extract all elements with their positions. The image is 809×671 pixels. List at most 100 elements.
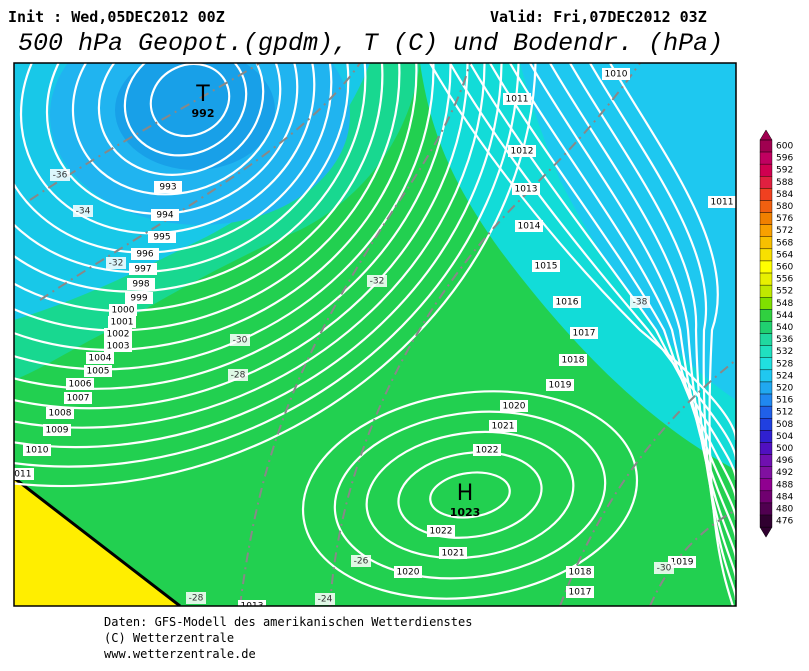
legend-swatch (759, 393, 773, 407)
labels: 1010 1011 1012 1013 1014 1015 1016 1017 1018 1019… (14, 68, 736, 606)
isobar (529, 63, 736, 541)
footer-line: Daten: GFS-Modell des amerikanischen Wet… (104, 615, 472, 629)
isobar-label: 1018 (569, 568, 592, 578)
legend-label: 552 (776, 287, 793, 297)
legend-swatch (759, 490, 773, 504)
isobar-label-box (566, 586, 594, 598)
isobar-label-box (154, 181, 182, 193)
isobar (449, 63, 736, 461)
isobar-label-box (473, 444, 501, 456)
isobar-label-box (14, 468, 34, 480)
isobar-label: 1011 (506, 95, 529, 105)
isobar-label-box (66, 378, 94, 390)
isobar (429, 471, 511, 519)
valid-time: Valid: Fri,07DEC2012 03Z (490, 8, 707, 26)
legend-label: 476 (776, 517, 793, 527)
isobar-label: 1016 (556, 298, 579, 308)
legend-swatch (759, 236, 773, 250)
isobar (14, 63, 384, 313)
isobar-label: 1022 (476, 446, 499, 456)
legend-label: 576 (776, 214, 793, 224)
isobar-label-box (104, 328, 132, 340)
isobar-label: 1003 (107, 342, 130, 352)
pressure-center-value: 992 (192, 107, 215, 120)
isobar-label: 998 (132, 280, 149, 290)
temp-label: -32 (109, 259, 124, 269)
legend-label: 500 (776, 444, 793, 454)
isobar-label: 1010 (26, 446, 49, 456)
temp-label: -36 (53, 171, 68, 181)
legend-label: 584 (776, 190, 793, 200)
isobar (569, 63, 736, 581)
field-darkblue (115, 63, 275, 170)
isobar-label-box (108, 316, 136, 328)
footer-line: (C) Wetterzentrale (104, 631, 234, 645)
pressure-center-value: 1023 (450, 506, 481, 519)
isobar (365, 430, 575, 560)
legend-swatch (759, 418, 773, 431)
isotherms (29, 63, 736, 606)
legend-label: 524 (776, 371, 793, 381)
isobar-label-box (64, 392, 92, 404)
legend-swatch (759, 466, 773, 479)
isobar (489, 63, 736, 501)
isobar (14, 63, 418, 351)
isobar-label-box (43, 424, 71, 436)
isobar-label: 1014 (518, 222, 541, 232)
legend-label: 596 (776, 154, 793, 164)
temp-label-box (73, 205, 93, 217)
legend-swatch (759, 381, 773, 395)
legend-swatch (759, 442, 773, 455)
temp-label: -38 (633, 298, 648, 308)
legend-label: 600 (776, 142, 793, 152)
legend-cap (759, 129, 773, 141)
isobar-label: 1019 (671, 558, 694, 568)
legend-label: 556 (776, 275, 793, 285)
legend-swatch (759, 478, 773, 492)
isobar-label-box (500, 400, 528, 412)
legend-swatch (759, 333, 773, 346)
temp-label: -32 (370, 277, 385, 287)
isobar-label-box (131, 248, 159, 260)
map-title: 500 hPa Geopot.(gpdm), T (C) und Bodendr… (18, 29, 723, 58)
legend-swatch (759, 200, 773, 213)
temp-label-box (315, 593, 335, 605)
isobar-label: 1017 (573, 329, 596, 339)
map-frame (13, 62, 737, 607)
isobar-label: 1010 (605, 70, 628, 80)
legend-swatch (759, 321, 773, 334)
isobar-label-box (708, 196, 736, 208)
pressure-center-symbol: H (457, 481, 474, 506)
legend-label: 540 (776, 323, 793, 333)
isobar-label: 1020 (503, 402, 526, 412)
isobar (609, 63, 735, 606)
isobar (333, 410, 607, 580)
isobar-label: 1009 (46, 426, 69, 436)
isobar-label-box (151, 209, 179, 221)
legend-swatch (759, 176, 773, 189)
legend-swatch (759, 248, 773, 262)
isobar-label-box (439, 547, 467, 559)
isobar (589, 63, 736, 601)
isobar-label: 1012 (511, 147, 534, 157)
legend-swatch (759, 139, 773, 153)
map-area: 1010 1011 1012 1013 1014 1015 1016 1017 1018 1019… (14, 63, 736, 606)
legend-swatch (759, 309, 773, 322)
field-lightblue (520, 63, 736, 400)
isobar-label-box (553, 296, 581, 308)
isobar-label-box (84, 365, 112, 377)
isobars (14, 63, 736, 606)
footer-line: www.wetterzentrale.de (104, 647, 256, 661)
isobar-label-box (570, 327, 598, 339)
isobar-label-box (125, 292, 153, 304)
isobar-label-box (86, 352, 114, 364)
legend-swatch (759, 163, 773, 177)
legend-swatch (759, 260, 773, 274)
contour-552 (14, 476, 181, 606)
legend-label: 580 (776, 202, 793, 212)
isobar-label: 999 (130, 294, 147, 304)
legend-swatch (759, 502, 773, 516)
temp-label: -24 (318, 595, 333, 605)
isobar (301, 390, 639, 600)
